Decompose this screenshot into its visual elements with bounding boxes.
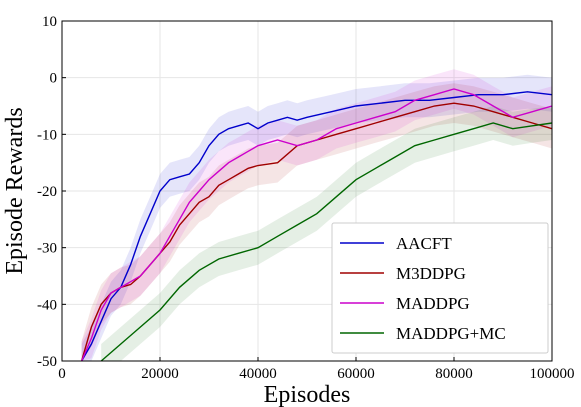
x-tick-label: 60000 xyxy=(337,366,375,382)
x-tick-label: 20000 xyxy=(141,366,179,382)
series-band xyxy=(81,83,552,362)
legend-label: M3DDPG xyxy=(396,264,466,283)
series-band xyxy=(81,74,552,362)
y-axis-ticks: -50 -40 -30 -20 -10 0 10 xyxy=(37,14,66,370)
series-band xyxy=(81,69,552,361)
y-tick-label: -20 xyxy=(37,184,57,200)
legend-label: MADDPG xyxy=(396,294,470,313)
y-tick-label: -40 xyxy=(37,297,57,313)
series-band xyxy=(101,106,552,361)
confidence-bands xyxy=(81,69,552,362)
series-line xyxy=(80,102,553,362)
series-lines xyxy=(80,88,553,362)
legend-label: AACFT xyxy=(396,234,452,253)
legend-label: MADDPG+MC xyxy=(396,324,506,343)
x-tick-label: 100000 xyxy=(530,366,575,382)
legend-box xyxy=(331,222,549,354)
y-axis-label: Episode Rewards xyxy=(2,107,28,274)
legend: AACFT M3DDPG MADDPG MADDPG+MC xyxy=(331,222,549,354)
x-tick-label: 40000 xyxy=(239,366,277,382)
y-tick-label: -10 xyxy=(37,127,57,143)
series-line xyxy=(80,88,553,362)
series-line xyxy=(100,122,553,362)
y-tick-label: 10 xyxy=(42,14,57,30)
x-axis-label: Episodes xyxy=(264,382,351,407)
y-tick-label: -30 xyxy=(37,241,57,257)
x-axis-ticks: 0 20000 40000 60000 80000 100000 xyxy=(58,357,575,382)
x-tick-label: 0 xyxy=(58,366,66,382)
y-tick-label: -50 xyxy=(37,354,57,370)
x-tick-label: 80000 xyxy=(435,366,473,382)
y-tick-label: 0 xyxy=(50,71,58,87)
